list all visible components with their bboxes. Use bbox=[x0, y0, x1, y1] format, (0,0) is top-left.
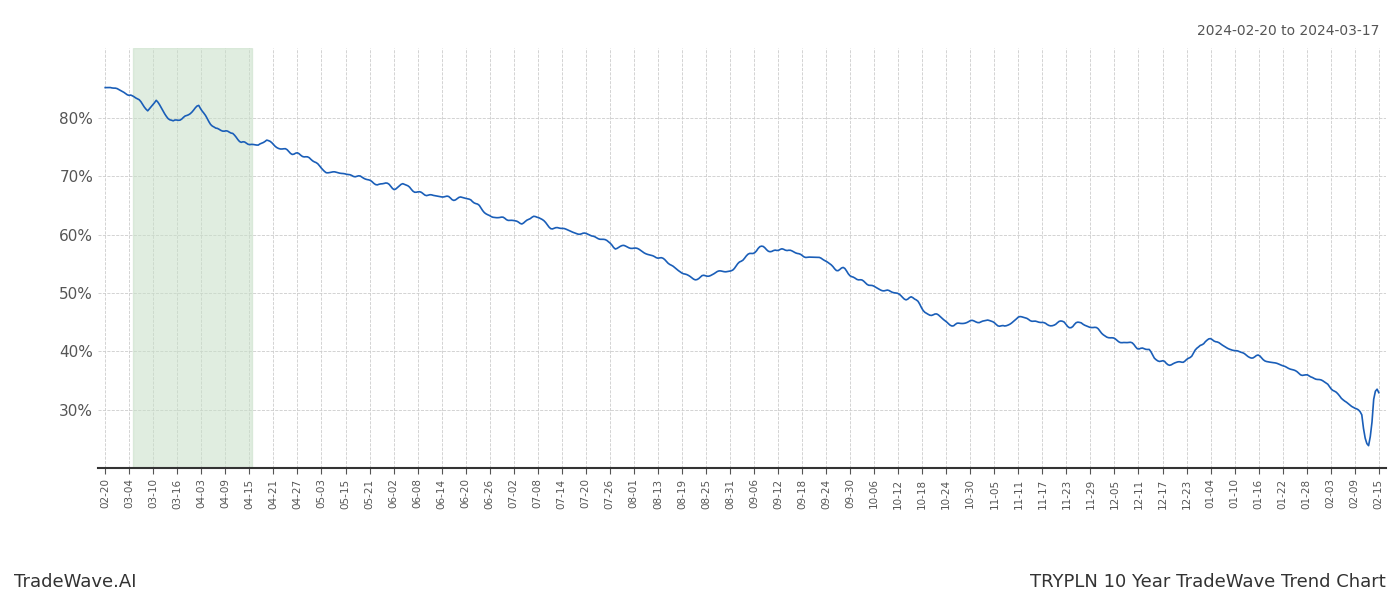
Bar bbox=[133, 48, 252, 468]
Text: 2024-02-20 to 2024-03-17: 2024-02-20 to 2024-03-17 bbox=[1197, 24, 1379, 38]
Text: TradeWave.AI: TradeWave.AI bbox=[14, 573, 137, 591]
Text: TRYPLN 10 Year TradeWave Trend Chart: TRYPLN 10 Year TradeWave Trend Chart bbox=[1030, 573, 1386, 591]
